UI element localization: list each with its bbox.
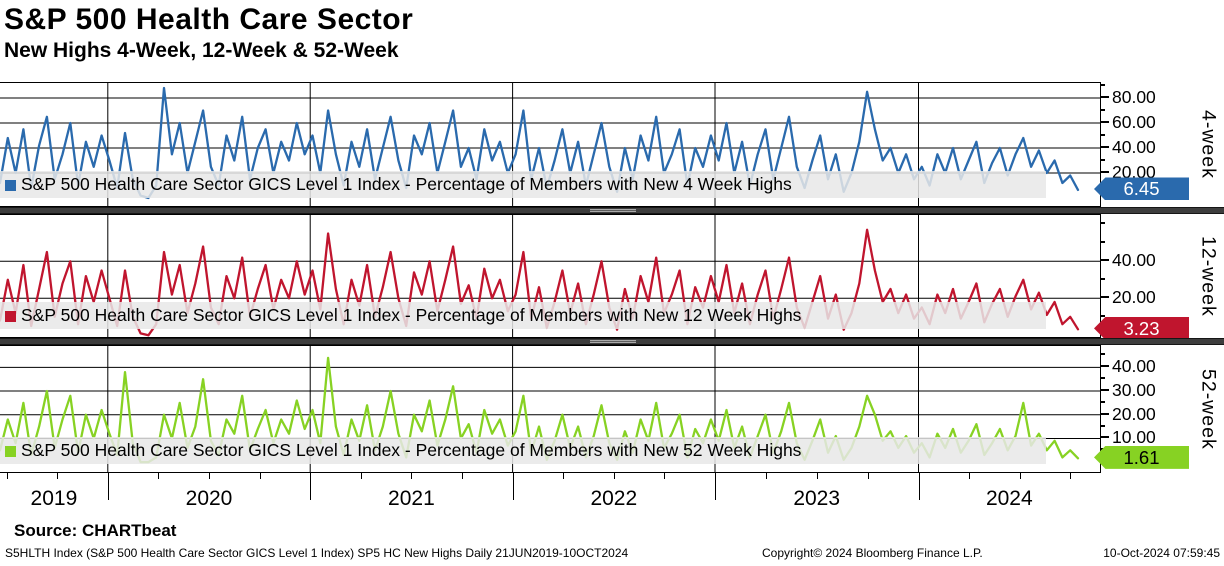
legend-swatch-icon [5,180,16,191]
y-tick [1100,133,1105,136]
x-tick [664,473,666,479]
panel-splitter-2[interactable] [0,338,1224,345]
x-tick [969,473,971,479]
legend-52-week: S&P 500 Health Care Sector GICS Level 1 … [0,437,1046,464]
footer-timestamp: 10-Oct-2024 07:59:45 [1103,546,1220,560]
footer-bar: S5HLTH Index (S&P 500 Health Care Sector… [0,543,1224,563]
y-tick [1100,436,1109,439]
x-tick [310,473,312,500]
y-axis-4-week: 20.00 40.00 60.00 80.00 [1100,82,1224,207]
x-axis-year-label: 2021 [388,487,435,510]
legend-swatch-icon [5,311,16,322]
y-tick [1100,146,1109,148]
chart-area: S&P 500 Health Care Sector GICS Level 1 … [0,82,1224,519]
y-tick-label: 40.00 [1112,356,1156,377]
footer-copyright: Copyright© 2024 Bloomberg Finance L.P. [762,546,983,560]
page-title: S&P 500 Health Care Sector [4,3,414,36]
panel-12-week: S&P 500 Health Care Sector GICS Level 1 … [0,214,1224,340]
panel-label-52-week: 52-week [1197,368,1220,450]
panel-splitter-1[interactable] [0,207,1224,214]
y-tick-label: 30.00 [1112,380,1156,401]
x-tick [158,473,160,479]
y-tick [1100,83,1105,86]
x-tick [360,473,362,479]
last-value-tag-12-week: 3.23 [1094,316,1189,340]
x-tick [765,473,767,479]
y-tick [1100,389,1109,392]
x-tick [107,473,109,500]
y-tick [1100,412,1109,415]
y-tick [1100,259,1109,262]
y-tick [1100,96,1109,98]
footer-ticker-info: S5HLTH Index (S&P 500 Health Care Sector… [5,546,629,560]
y-tick [1100,158,1105,161]
y-tick-label: 10.00 [1112,427,1156,448]
y-tick [1100,296,1109,299]
y-tick [1100,377,1105,380]
x-axis-year-label: 2023 [793,487,841,510]
x-tick [1070,473,1072,479]
panel-label-12-week: 12-week [1197,235,1220,317]
x-tick [462,473,463,479]
y-tick [1100,222,1105,225]
y-tick [1100,277,1105,280]
y-axis-12-week: 20.00 40.00 [1100,214,1224,338]
page-subtitle: New Highs 4-Week, 12-Week & 52-Week [4,39,399,62]
x-axis-year-label: 2022 [590,487,638,510]
x-tick [57,473,59,479]
last-value-tag-52-week: 1.61 [1094,445,1189,469]
splitter-grip-icon[interactable] [590,340,636,343]
y-tick [1100,314,1105,317]
legend-label: S&P 500 Health Care Sector GICS Level 1 … [21,305,802,325]
x-tick [209,473,210,479]
panel-52-week: S&P 500 Health Care Sector GICS Level 1 … [0,345,1224,473]
y-tick [1100,353,1105,356]
x-axis: 2019 2020 2021 2022 2023 2024 [0,473,1224,519]
panel-label-4-week: 4-week [1197,110,1220,179]
last-value-tag-4-week: 6.45 [1094,177,1189,201]
x-tick [259,473,261,479]
legend-12-week: S&P 500 Health Care Sector GICS Level 1 … [0,302,1046,329]
x-tick [512,473,514,500]
y-tick-label: 20.00 [1112,162,1156,182]
y-tick-label: 80.00 [1112,87,1156,107]
y-tick-label: 20.00 [1112,287,1156,308]
y-tick-label: 40.00 [1112,250,1156,271]
legend-label: S&P 500 Health Care Sector GICS Level 1 … [21,440,802,460]
legend-swatch-icon [5,446,16,457]
legend-4-week: S&P 500 Health Care Sector GICS Level 1 … [0,171,1046,198]
y-tick-label: 60.00 [1112,112,1156,132]
y-axis-52-week: 10.00 20.00 30.00 40.00 [1100,345,1224,473]
y-tick [1100,365,1109,368]
panel-4-week: S&P 500 Health Care Sector GICS Level 1 … [0,82,1224,207]
x-tick [715,473,716,500]
x-axis-year-label: 2020 [185,487,233,510]
y-tick [1100,108,1105,111]
y-tick-label: 40.00 [1112,137,1156,157]
chart-header: S&P 500 Health Care Sector New Highs 4-W… [0,0,1224,82]
x-tick [816,473,818,479]
x-axis-year-label: 2019 [30,487,78,510]
x-tick [6,473,8,479]
x-tick [411,473,413,479]
y-tick [1100,400,1105,403]
y-tick [1100,171,1109,173]
legend-label: S&P 500 Health Care Sector GICS Level 1 … [21,174,792,194]
y-tick [1100,121,1109,123]
x-tick [563,473,565,479]
x-tick [613,473,615,479]
x-tick [1019,473,1021,479]
x-axis-year-label: 2024 [985,487,1033,510]
splitter-grip-icon[interactable] [590,209,636,212]
y-tick [1100,424,1105,427]
y-tick [1100,240,1105,243]
x-tick [918,473,920,500]
x-tick [867,473,869,479]
y-tick-label: 20.00 [1112,403,1156,424]
source-attribution: Source: CHARTbeat [14,521,177,540]
